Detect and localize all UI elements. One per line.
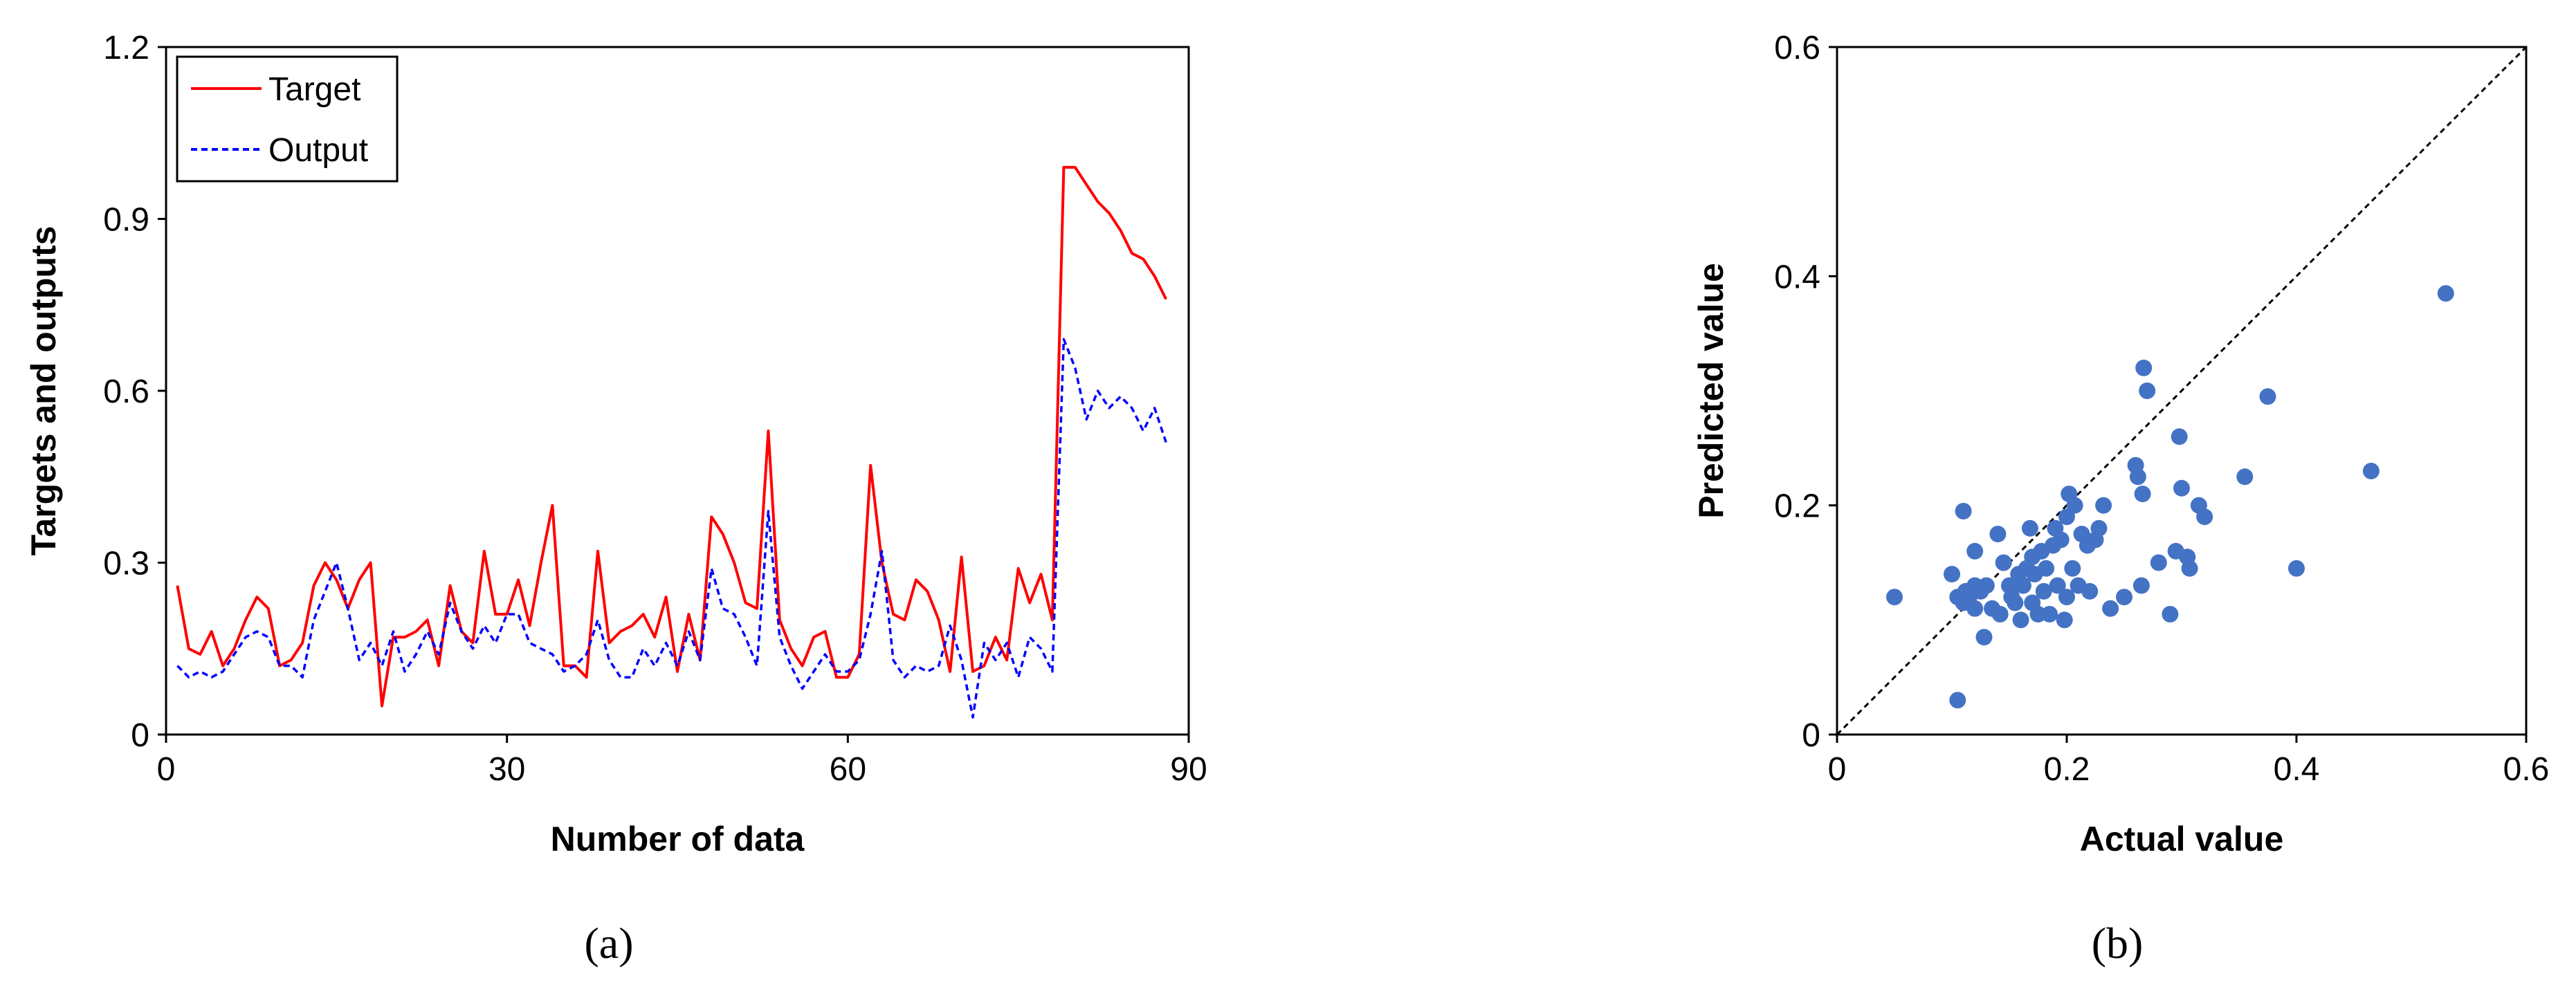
scatter-point: [1966, 600, 1984, 617]
scatter-point: [2007, 594, 2024, 611]
scatter-point: [1886, 589, 1903, 606]
scatter-point: [2038, 560, 2055, 577]
scatter-point: [2014, 577, 2031, 594]
scatter-point: [2171, 428, 2188, 445]
series-line-output: [176, 338, 1167, 719]
y-tick-label: 0: [1802, 717, 1820, 754]
y-tick-label: 0.2: [1774, 488, 1820, 525]
x-tick-label: 90: [1170, 751, 1207, 788]
line-chart-marks: [176, 165, 1167, 719]
scatter-point: [2035, 582, 2052, 600]
y-tick-label: 0.6: [1774, 30, 1820, 66]
y-tick-label: 0.4: [1774, 259, 1820, 295]
series-line-target: [176, 165, 1167, 708]
x-axis-title-a: Number of data: [551, 820, 805, 858]
scatter-point: [2129, 468, 2146, 486]
scatter-point: [1991, 606, 2009, 622]
scatter-point: [2090, 519, 2108, 537]
legend-label-output: Output: [268, 132, 368, 169]
scatter-point: [2066, 497, 2083, 514]
scatter-point: [2236, 468, 2254, 486]
scatter-point: [1989, 526, 2007, 543]
scatter-point: [2134, 486, 2151, 503]
scatter-point: [2150, 554, 2167, 571]
scatter-point: [2135, 359, 2153, 376]
scatter-point: [2041, 606, 2058, 622]
scatter-point: [2029, 606, 2047, 622]
scatter-point: [2362, 463, 2379, 479]
scatter-point: [2056, 611, 2073, 629]
scatter-point: [2095, 497, 2112, 514]
y-tick-label: 0: [131, 717, 149, 754]
y-axis-title-b: Predicted value: [1692, 263, 1730, 519]
scatter-point: [2173, 479, 2190, 497]
scatter-point: [2049, 577, 2066, 594]
y-tick-label: 0.6: [103, 373, 149, 410]
scatter-point: [2196, 508, 2213, 526]
scatter-chart-panel: 0 0.2 0.4 0.6 0 0.2 0.4 0.6 Actual value Predic…: [1692, 30, 2549, 968]
scatter-point: [1966, 542, 1984, 560]
legend: Target Output: [176, 55, 399, 183]
scatter-chart-ticks: 0 0.2 0.4 0.6 0 0.2 0.4 0.6: [1774, 30, 2549, 788]
scatter-point: [2102, 600, 2119, 617]
legend-label-target: Target: [268, 71, 360, 108]
scatter-point: [2132, 577, 2150, 594]
scatter-point: [2162, 606, 2179, 622]
scatter-point: [2081, 582, 2099, 600]
scatter-point: [2116, 589, 2132, 606]
scatter-point: [2021, 519, 2038, 537]
scatter-point: [2012, 611, 2029, 629]
x-tick-label: 0: [1828, 751, 1847, 788]
x-tick-label: 60: [830, 751, 866, 788]
scatter-point: [2052, 531, 2070, 548]
scatter-point: [1977, 577, 1995, 594]
y-tick-label: 0.3: [103, 546, 149, 582]
y-tick-label: 0.9: [103, 202, 149, 239]
x-tick-label: 0.6: [2503, 751, 2550, 788]
scatter-point: [1955, 503, 1972, 519]
scatter-point: [2259, 388, 2276, 405]
line-chart-ticks: 0 30 60 90 0 0.3 0.6 0.9 1.2: [103, 30, 1207, 788]
y-axis-title-a: Targets and outputs: [24, 226, 63, 556]
scatter-point: [2058, 589, 2075, 606]
y-tick-label: 1.2: [103, 30, 149, 66]
scatter-point: [1944, 566, 1960, 583]
x-axis-title-b: Actual value: [2080, 820, 2284, 858]
scatter-point: [1995, 554, 2012, 571]
scatter-point: [2181, 560, 2198, 577]
reference-line-y-equals-x: [1836, 46, 2528, 736]
scatter-point: [2288, 560, 2305, 577]
scatter-point: [2064, 560, 2081, 577]
panel-label-b: (b): [2092, 919, 2144, 968]
scatter-point: [1975, 629, 1993, 646]
scatter-point: [1949, 692, 1966, 709]
panel-label-a: (a): [584, 919, 633, 968]
x-tick-label: 0: [157, 751, 176, 788]
scatter-chart-marks: [1836, 46, 2528, 736]
x-tick-label: 30: [488, 751, 525, 788]
line-chart-panel: 0 30 60 90 0 0.3 0.6 0.9 1.2 Number of data Targ…: [24, 30, 1207, 968]
x-tick-label: 0.4: [2274, 751, 2320, 788]
x-tick-label: 0.2: [2044, 751, 2090, 788]
legend-box: [176, 55, 399, 183]
scatter-point: [2437, 285, 2454, 302]
scatter-point: [2139, 382, 2156, 399]
